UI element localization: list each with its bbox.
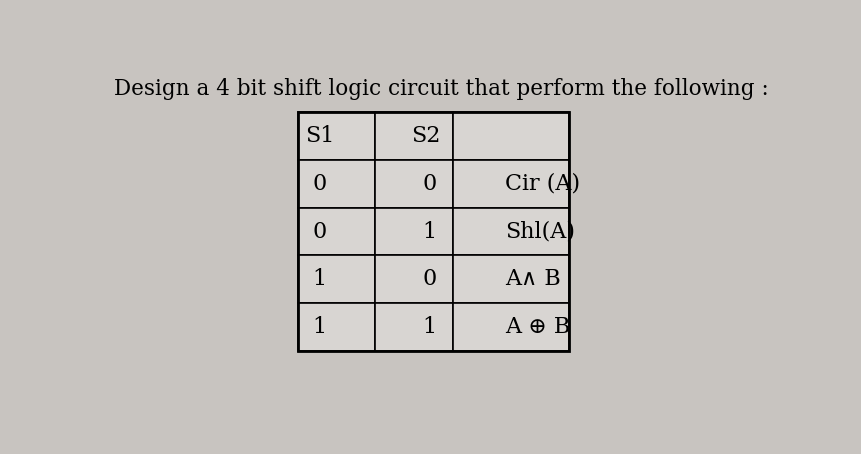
Text: Cir (A): Cir (A) bbox=[505, 173, 579, 195]
Bar bbox=[452, 208, 568, 256]
Text: A∧ B: A∧ B bbox=[505, 268, 560, 290]
Text: S2: S2 bbox=[411, 125, 440, 147]
Text: Shl(A): Shl(A) bbox=[505, 221, 574, 242]
Bar bbox=[375, 112, 452, 160]
Text: 0: 0 bbox=[422, 268, 436, 290]
Bar bbox=[297, 208, 375, 256]
Bar bbox=[297, 303, 375, 351]
Text: 0: 0 bbox=[312, 173, 326, 195]
Bar bbox=[452, 303, 568, 351]
Text: A ⊕ B: A ⊕ B bbox=[505, 316, 569, 338]
Bar bbox=[297, 112, 375, 160]
Text: 1: 1 bbox=[422, 316, 436, 338]
Bar bbox=[297, 112, 568, 351]
Bar bbox=[375, 208, 452, 256]
Bar bbox=[297, 256, 375, 303]
Bar bbox=[452, 256, 568, 303]
Bar bbox=[452, 160, 568, 208]
Text: Design a 4 bit shift logic circuit that perform the following :: Design a 4 bit shift logic circuit that … bbox=[115, 78, 768, 99]
Text: 1: 1 bbox=[312, 316, 326, 338]
Bar bbox=[375, 303, 452, 351]
Text: 1: 1 bbox=[422, 221, 436, 242]
Bar bbox=[375, 160, 452, 208]
Text: 0: 0 bbox=[422, 173, 436, 195]
Text: S1: S1 bbox=[304, 125, 333, 147]
Text: 0: 0 bbox=[312, 221, 326, 242]
Bar bbox=[297, 160, 375, 208]
Bar bbox=[375, 256, 452, 303]
Bar bbox=[452, 112, 568, 160]
Text: 1: 1 bbox=[312, 268, 326, 290]
